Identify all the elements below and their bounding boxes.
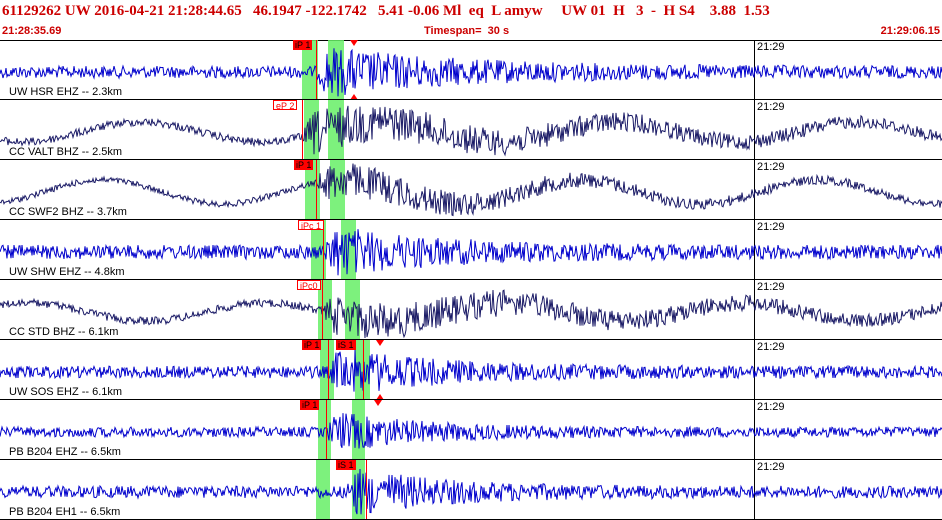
trace-panel[interactable]: 21:29 iPc0 CC STD BHZ -- 6.1km: [0, 280, 942, 340]
waveform: [0, 413, 942, 449]
minute-tick-label: 21:29: [757, 41, 785, 53]
channel-label: CC VALT BHZ -- 2.5km: [9, 146, 123, 158]
waveform-trace: [0, 163, 942, 217]
minute-tick-label: 21:29: [757, 341, 785, 353]
channel-label: CC STD BHZ -- 6.1km: [9, 326, 119, 338]
pick-window-band: [355, 340, 370, 399]
waveform-trace: [0, 349, 942, 392]
polarity-up-icon: [350, 94, 358, 99]
trace-panel[interactable]: 21:29 iPc 1 UW SHW EHZ -- 4.8km: [0, 220, 942, 280]
pick-flag[interactable]: iS 1: [336, 460, 356, 470]
channel-label: PB B204 EH1 -- 6.5km: [9, 506, 121, 518]
channel-label: CC SWF2 BHZ -- 3.7km: [9, 206, 127, 218]
waveform-trace: [0, 48, 942, 97]
minute-tick-line: [754, 460, 755, 519]
trace-panel[interactable]: 21:29 iP 1 PB B204 EHZ -- 6.5km: [0, 400, 942, 460]
channel-label: UW SOS EHZ -- 6.1km: [9, 386, 123, 398]
waveform: [0, 48, 942, 97]
pick-marker-line[interactable]: [326, 400, 327, 459]
trace-panel[interactable]: 21:29 eP 2 CC VALT BHZ -- 2.5km: [0, 100, 942, 160]
pick-marker-line[interactable]: [316, 160, 317, 219]
trace-panel[interactable]: 21:29 iP 1 iS 1 UW SOS EHZ -- 6.1km: [0, 340, 942, 400]
pick-flag[interactable]: iP 1: [294, 160, 314, 170]
pick-flag[interactable]: iP 1: [302, 340, 322, 350]
waveform: [0, 105, 942, 157]
seismogram-panel-area[interactable]: 21:29 iP 1 UW HSR EHZ -- 2.3km 21:29 eP 2 CC …: [0, 40, 942, 520]
polarity-down-icon: [374, 400, 382, 406]
start-time: 21:28:35.69: [2, 25, 62, 37]
channel-label: UW SHW EHZ -- 4.8km: [9, 266, 125, 278]
pick-flag[interactable]: iP 1: [293, 40, 313, 50]
end-time: 21:29:06.15: [880, 25, 940, 37]
timespan-label: Timespan= 30 s: [424, 25, 510, 37]
pick-flag[interactable]: iS 1: [336, 340, 356, 350]
event-summary: 61129262 UW 2016-04-21 21:28:44.65 46.19…: [2, 3, 770, 19]
waveform-trace: [0, 413, 942, 449]
trace-panel[interactable]: 21:29 iP 1 UW HSR EHZ -- 2.3km: [0, 40, 942, 100]
pick-window-band: [302, 40, 318, 99]
waveform-trace: [0, 105, 942, 157]
pick-marker-line[interactable]: [302, 100, 303, 159]
channel-label: UW HSR EHZ -- 2.3km: [9, 86, 123, 98]
pick-marker-line[interactable]: [363, 340, 364, 399]
waveform-trace: [0, 468, 942, 515]
pick-flag[interactable]: iPc0: [297, 280, 321, 291]
polarity-down-icon: [350, 40, 358, 46]
waveform: [0, 349, 942, 392]
pick-marker-line[interactable]: [322, 280, 323, 339]
waveform-trace: [0, 229, 942, 276]
trace-panel[interactable]: 21:29 iS 1 PB B204 EH1 -- 6.5km: [0, 460, 942, 520]
minute-tick-label: 21:29: [757, 221, 785, 233]
waveform: [0, 468, 942, 515]
pick-marker-line[interactable]: [366, 460, 367, 519]
minute-tick-label: 21:29: [757, 281, 785, 293]
pick-flag[interactable]: eP 2: [273, 100, 298, 111]
minute-tick-line: [754, 340, 755, 399]
pick-marker-line[interactable]: [328, 340, 329, 399]
event-header: 61129262 UW 2016-04-21 21:28:44.65 46.19…: [0, 0, 942, 41]
minute-tick-label: 21:29: [757, 101, 785, 113]
pick-marker-line[interactable]: [316, 40, 317, 99]
waveform: [0, 229, 942, 276]
waveform: [0, 289, 942, 339]
minute-tick-label: 21:29: [757, 401, 785, 413]
waveform-trace: [0, 289, 942, 339]
minute-tick-line: [754, 100, 755, 159]
polarity-down-icon: [376, 340, 384, 346]
minute-tick-line: [754, 400, 755, 459]
trace-panel[interactable]: 21:29 iP 1 CC SWF2 BHZ -- 3.7km: [0, 160, 942, 220]
waveform: [0, 163, 942, 217]
pick-marker-line[interactable]: [323, 220, 324, 279]
channel-label: PB B204 EHZ -- 6.5km: [9, 446, 121, 458]
polarity-up-icon: [376, 394, 384, 399]
minute-tick-line: [754, 220, 755, 279]
minute-tick-label: 21:29: [757, 461, 785, 473]
minute-tick-label: 21:29: [757, 161, 785, 173]
pick-flag[interactable]: iPc 1: [298, 220, 325, 231]
pick-window-band: [316, 460, 330, 519]
pick-flag[interactable]: iP 1: [300, 400, 320, 410]
